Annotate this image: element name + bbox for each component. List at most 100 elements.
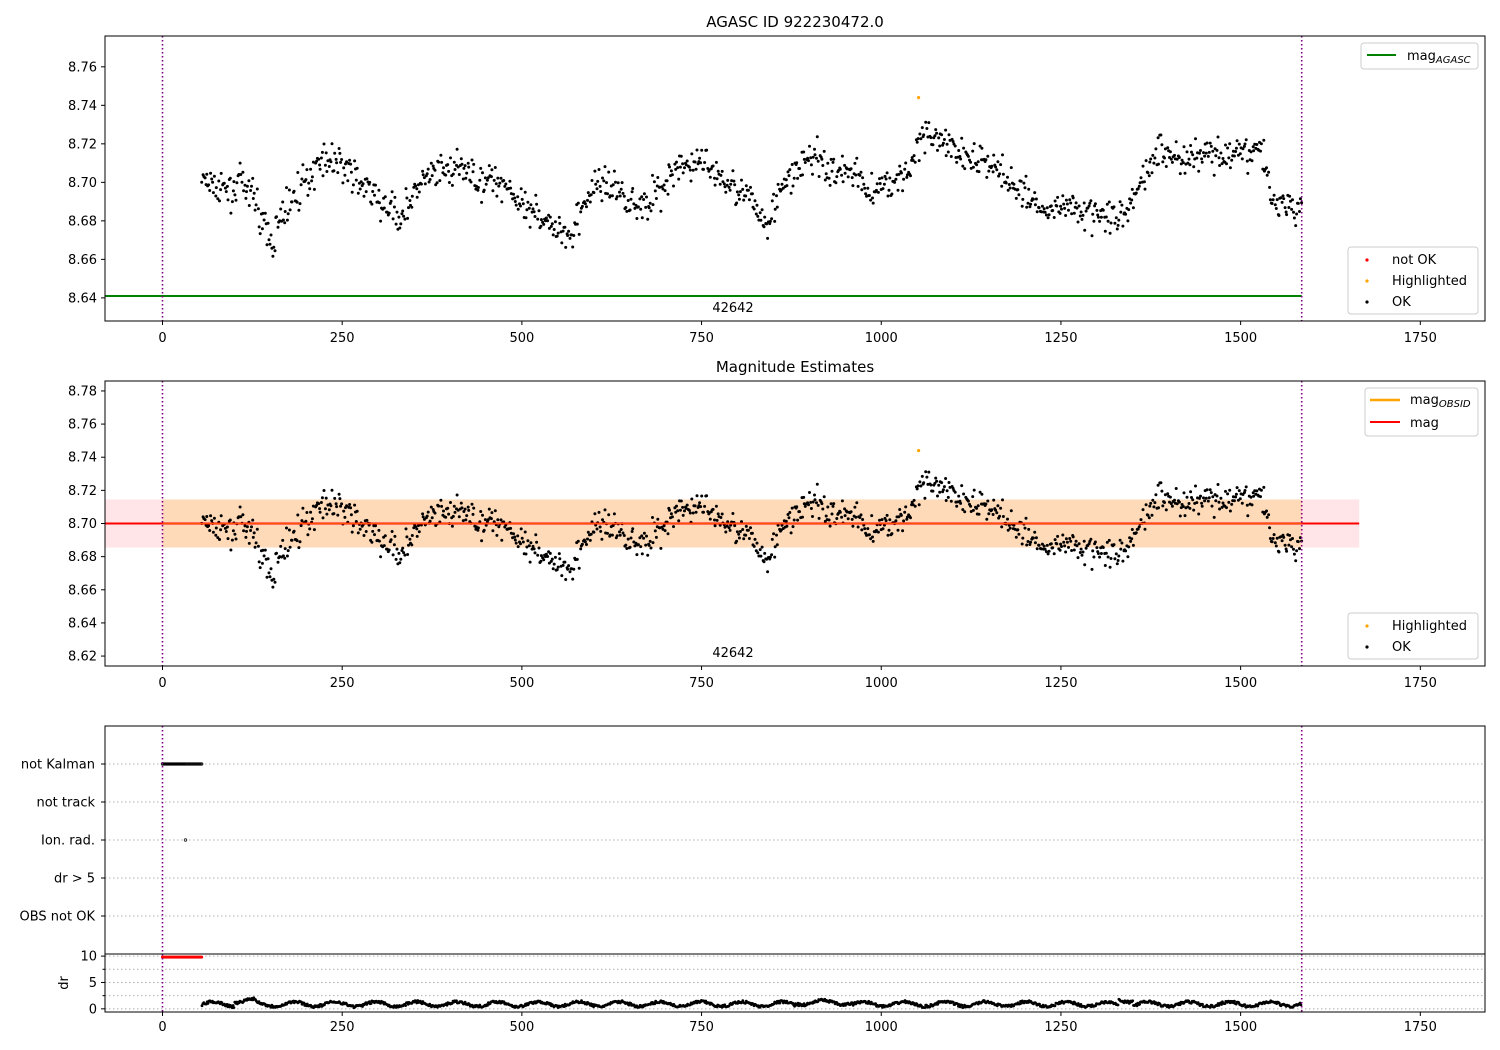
ok-point: [1120, 203, 1124, 207]
ok-point: [537, 209, 541, 213]
ok-point: [1053, 199, 1057, 203]
ok-point: [544, 216, 548, 220]
ok-point: [377, 528, 381, 532]
ok-point: [834, 181, 838, 185]
ok-point: [753, 537, 757, 541]
ok-point: [1044, 550, 1048, 554]
ok-point: [1185, 495, 1189, 499]
ok-point: [1033, 203, 1037, 207]
ok-point: [1268, 198, 1272, 202]
ok-point: [1084, 546, 1088, 550]
ok-point: [600, 537, 604, 541]
ok-point: [887, 188, 891, 192]
ok-point: [349, 506, 353, 510]
ok-point: [349, 162, 353, 166]
ok-point: [924, 470, 928, 474]
ok-point: [795, 161, 799, 165]
ok-point: [1053, 538, 1057, 542]
ok-point: [323, 163, 327, 167]
ok-point: [653, 189, 657, 193]
ok-point: [353, 503, 357, 507]
ok-point: [354, 520, 358, 523]
ok-point: [481, 513, 484, 517]
ok-point: [826, 161, 830, 165]
ok-point: [265, 243, 269, 247]
ok-point: [348, 503, 352, 506]
ok-point: [589, 532, 593, 536]
ok-point: [863, 527, 867, 531]
ok-point: [230, 538, 234, 542]
ok-point: [1049, 204, 1053, 208]
ok-point: [421, 512, 425, 516]
ok-point: [231, 189, 235, 193]
ok-point: [1244, 138, 1248, 142]
ok-point: [560, 241, 564, 245]
ok-point: [1029, 202, 1033, 206]
ok-point: [356, 531, 360, 535]
ok-point: [288, 208, 292, 212]
ok-point: [614, 180, 617, 184]
ok-point: [493, 166, 497, 169]
ok-point: [1119, 547, 1123, 551]
ok-point: [476, 526, 480, 530]
ok-point: [1115, 562, 1119, 566]
ok-point: [999, 506, 1003, 510]
ok-point: [999, 163, 1003, 167]
ok-point: [817, 516, 821, 520]
ok-point: [296, 513, 300, 517]
ok-point: [588, 200, 592, 204]
ok-point: [1290, 545, 1294, 549]
ok-point: [516, 545, 520, 549]
ok-point: [1009, 166, 1013, 170]
ok-point: [780, 182, 784, 186]
ok-point: [936, 148, 939, 152]
ok-point: [715, 177, 719, 181]
ok-point: [653, 529, 657, 533]
ok-point: [820, 502, 824, 506]
ok-point: [841, 180, 845, 184]
ok-point: [1203, 499, 1207, 503]
ok-points: [200, 120, 1304, 258]
ok-point: [567, 564, 571, 568]
dr-point: [1053, 1004, 1057, 1008]
ok-point: [532, 547, 536, 551]
ok-point: [1028, 205, 1032, 209]
ok-point: [775, 533, 778, 537]
ok-point: [240, 180, 244, 184]
ok-point: [727, 526, 731, 530]
ok-point: [224, 530, 228, 533]
ok-point: [435, 181, 439, 185]
ok-point: [1234, 495, 1238, 499]
ok-point: [716, 169, 720, 173]
ok-point: [315, 503, 319, 507]
legend-label-ok: OK: [1392, 295, 1411, 310]
ok-point: [1024, 174, 1028, 178]
ok-point: [631, 527, 635, 531]
ok-point: [1210, 160, 1214, 164]
ok-point: [355, 166, 359, 170]
ok-point: [1129, 201, 1133, 205]
ok-point: [546, 219, 550, 223]
dr-point: [1223, 1002, 1227, 1005]
ok-point: [461, 519, 465, 523]
ok-point: [1279, 196, 1283, 200]
ok-point: [1064, 214, 1068, 217]
ok-point: [519, 187, 523, 191]
ok-point: [1225, 506, 1228, 510]
ok-point: [1151, 153, 1155, 157]
ok-point: [661, 527, 665, 531]
dr-point: [1243, 1003, 1247, 1006]
dr-point: [580, 999, 583, 1002]
ok-point: [238, 505, 242, 509]
ok-point: [849, 167, 853, 171]
ion-rad-point: [183, 838, 188, 842]
ok-point: [1202, 496, 1205, 500]
ok-point: [283, 556, 287, 560]
ok-point: [733, 183, 737, 187]
ok-point: [500, 538, 504, 542]
ok-point: [310, 179, 314, 183]
ok-point: [1214, 154, 1218, 158]
ok-point: [725, 183, 729, 187]
ok-point: [735, 201, 739, 205]
ok-point: [211, 180, 215, 184]
